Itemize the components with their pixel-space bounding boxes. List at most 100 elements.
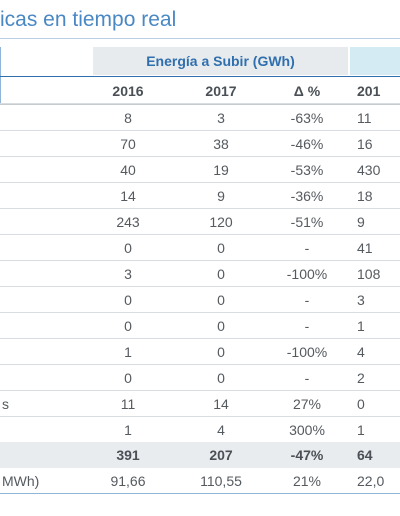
row-label: [0, 209, 88, 235]
value-delta-pct: -100%: [286, 266, 328, 282]
value-2017: 19: [213, 162, 229, 178]
value-next-year: 41: [357, 240, 373, 256]
row-label: [0, 313, 88, 339]
table-row: 70 38 -46% 16: [0, 131, 400, 157]
value-2017: 0: [217, 344, 225, 360]
column-header-2017: 2017: [205, 83, 237, 99]
value-2017: 0: [217, 370, 225, 386]
value-2017: 0: [217, 318, 225, 334]
price-next-year: 22,0: [357, 473, 385, 489]
value-2017: 14: [213, 396, 229, 412]
value-2016: 1: [124, 344, 132, 360]
value-delta-pct: -: [304, 318, 310, 334]
value-2016: 0: [124, 318, 132, 334]
value-delta-pct: -53%: [290, 162, 324, 178]
table-row: 0 0 - 1: [0, 313, 400, 339]
row-label: [0, 261, 88, 287]
value-delta-pct: -: [304, 240, 310, 256]
total-next-year: 64: [357, 447, 373, 463]
table-row: s 11 14 27% 0: [0, 391, 400, 417]
value-2016: 1: [124, 422, 132, 438]
table-row: 14 9 -36% 18: [0, 183, 400, 209]
header-bottom-divider: [0, 104, 400, 105]
row-label: [0, 287, 88, 313]
value-delta-pct: -36%: [290, 188, 324, 204]
total-2016: 391: [116, 447, 140, 463]
column-header-row: 2016 2017 Δ % 201: [0, 78, 400, 104]
column-header-delta-pct: Δ %: [293, 83, 321, 99]
value-2016: 3: [124, 266, 132, 282]
value-2017: 9: [217, 188, 225, 204]
value-2017: 0: [217, 240, 225, 256]
row-label: [0, 365, 88, 391]
total-delta-pct: -47%: [290, 447, 324, 463]
value-2017: 0: [217, 266, 225, 282]
value-delta-pct: 27%: [292, 396, 322, 412]
table-row: 1 0 -100% 4: [0, 339, 400, 365]
price-2016: 91,66: [110, 473, 146, 489]
value-2017: 0: [217, 292, 225, 308]
table-row: 1 4 300% 1: [0, 417, 400, 443]
column-header-next-year: 201: [357, 83, 381, 99]
value-delta-pct: -: [304, 370, 310, 386]
total-2017: 207: [209, 447, 233, 463]
value-next-year: 4: [357, 344, 365, 360]
value-delta-pct: -63%: [290, 110, 324, 126]
value-2016: 0: [124, 292, 132, 308]
value-2016: 243: [116, 214, 140, 230]
value-2016: 11: [120, 396, 136, 412]
price-row: MWh) 91,66 110,55 21% 22,0: [0, 468, 400, 494]
total-row: 391 207 -47% 64: [0, 442, 400, 468]
row-label: [0, 131, 88, 157]
table-row: 3 0 -100% 108: [0, 261, 400, 287]
value-next-year: 1: [357, 422, 365, 438]
price-delta-pct: 21%: [292, 473, 322, 489]
value-2017: 120: [209, 214, 233, 230]
value-next-year: 1: [357, 318, 365, 334]
price-label: MWh): [2, 473, 40, 489]
row-label: [0, 417, 88, 443]
value-delta-pct: 300%: [289, 422, 325, 438]
value-next-year: 3: [357, 292, 365, 308]
value-next-year: 430: [357, 162, 381, 178]
row-label: [0, 183, 88, 209]
table-row: 243 120 -51% 9: [0, 209, 400, 235]
value-2016: 0: [124, 240, 132, 256]
row-label: [0, 105, 88, 131]
value-2016: 0: [124, 370, 132, 386]
value-next-year: 0: [357, 396, 365, 412]
value-delta-pct: -: [304, 292, 310, 308]
value-2017: 4: [217, 422, 225, 438]
header-top-divider: [0, 76, 400, 77]
value-next-year: 16: [357, 136, 373, 152]
value-2016: 70: [120, 136, 136, 152]
value-delta-pct: -100%: [286, 344, 328, 360]
row-label: s: [2, 396, 9, 412]
table-row: 0 0 - 3: [0, 287, 400, 313]
value-delta-pct: -46%: [290, 136, 324, 152]
price-2017: 110,55: [200, 473, 242, 489]
group-header-next: [350, 47, 400, 75]
page-title: icas en tiempo real: [0, 8, 177, 31]
value-2016: 40: [120, 162, 136, 178]
value-2016: 14: [120, 188, 136, 204]
table-row: 0 0 - 2: [0, 365, 400, 391]
value-2017: 3: [217, 110, 225, 126]
row-label: [0, 235, 88, 261]
row-label: [0, 157, 88, 183]
value-delta-pct: -51%: [290, 214, 324, 230]
title-divider: [0, 38, 400, 39]
value-next-year: 18: [357, 188, 373, 204]
value-2016: 8: [124, 110, 132, 126]
column-header-2016: 2016: [112, 83, 144, 99]
value-next-year: 2: [357, 370, 365, 386]
table-row: 0 0 - 41: [0, 235, 400, 261]
value-next-year: 9: [357, 214, 365, 230]
table-row: 8 3 -63% 11: [0, 105, 400, 131]
row-label: [0, 339, 88, 365]
value-next-year: 11: [357, 110, 372, 126]
group-header-energia-subir: Energía a Subir (GWh): [93, 47, 348, 75]
value-2017: 38: [213, 136, 229, 152]
table-row: 40 19 -53% 430: [0, 157, 400, 183]
total-label: [0, 442, 88, 468]
